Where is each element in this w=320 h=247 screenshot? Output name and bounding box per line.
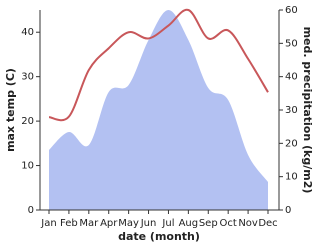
y2-tick-label: 30 (285, 105, 298, 116)
y2-tick-label: 20 (285, 138, 298, 149)
temperature-line (48, 8, 269, 122)
x-tick-label: May (118, 218, 139, 229)
y-axis-title: max temp (C) (4, 68, 17, 152)
y2-axis-title: med. precipitation (kg/m2) (301, 27, 314, 194)
precipitation-area (49, 10, 268, 210)
x-tick-label: Mar (79, 218, 99, 229)
x-tick-label: Nov (238, 218, 258, 229)
y-tick-label: 0 (28, 205, 34, 216)
x-tick-label: Jan (40, 218, 56, 229)
y2-tick-label: 0 (285, 205, 291, 216)
y-tick-label: 30 (21, 72, 34, 83)
y2-tick-label: 50 (285, 38, 298, 49)
x-tick-label: Feb (60, 218, 78, 229)
y2-tick-label: 60 (285, 5, 298, 16)
x-tick-label: Apr (100, 218, 118, 229)
y2-tick-label: 10 (285, 172, 298, 183)
x-tick-label: Oct (220, 218, 237, 229)
x-tick-label: Jul (161, 218, 174, 229)
x-tick-label: Aug (179, 218, 199, 229)
x-tick-label: Dec (258, 218, 277, 229)
x-tick-label: Sep (199, 218, 218, 229)
y-tick-label: 10 (21, 161, 34, 172)
y-tick-label: 20 (21, 116, 34, 127)
x-axis-title: date (month) (118, 230, 200, 243)
y2-tick-label: 40 (285, 72, 298, 83)
y-tick-label: 40 (21, 27, 34, 38)
x-tick-label: Jun (140, 218, 157, 229)
